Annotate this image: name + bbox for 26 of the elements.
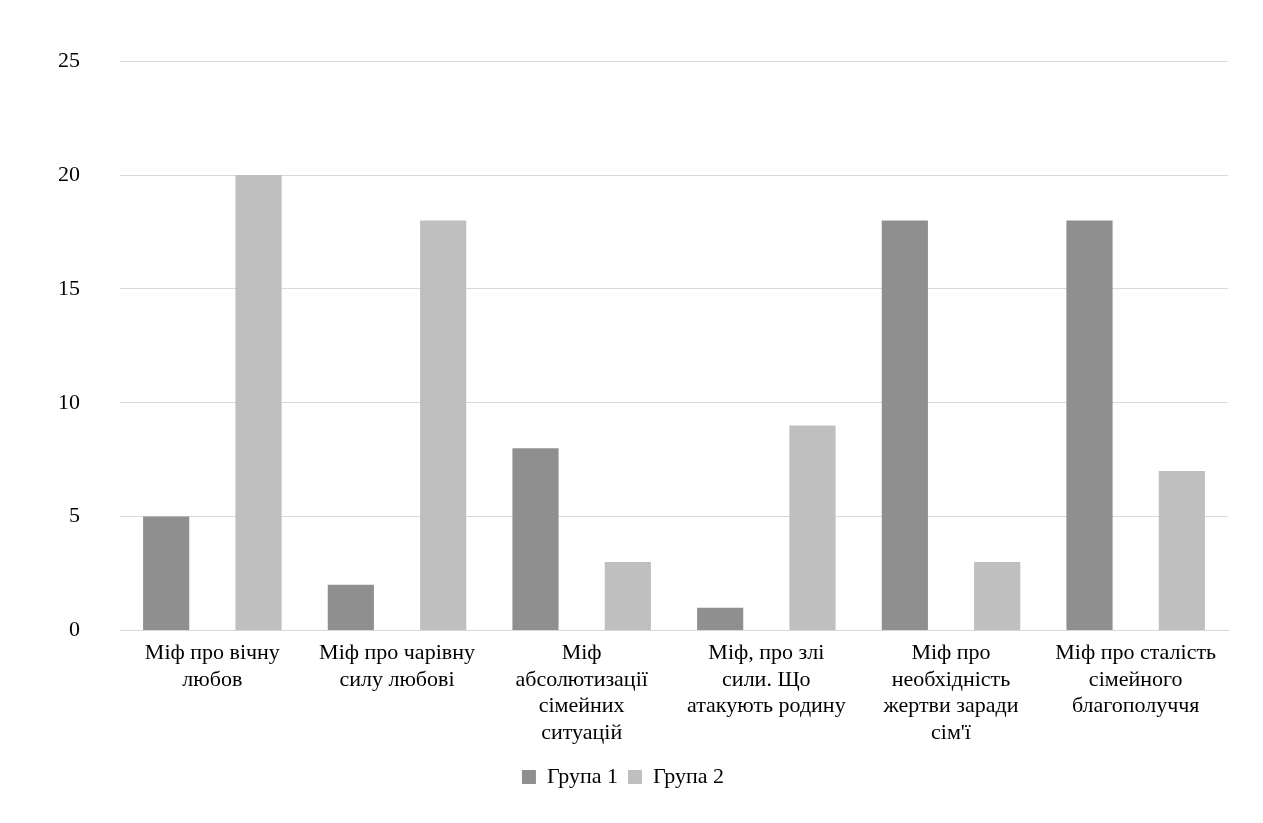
bar: [697, 607, 744, 630]
legend-label: Група 2: [653, 762, 725, 788]
x-tick-label: Міф про необхідність жертви заради сім'ї: [882, 639, 1019, 744]
y-tick-label: 15: [58, 274, 80, 300]
x-tick-label: Міф про сталість сімейного благополуччя: [1055, 639, 1217, 718]
bar: [143, 516, 190, 630]
x-tick-label: Міф, про злі сили. Що атакують родину: [687, 639, 846, 718]
bar: [420, 220, 467, 630]
bar: [235, 175, 282, 630]
y-tick-label: 5: [69, 502, 80, 528]
y-tick-label: 20: [58, 160, 80, 186]
bar: [974, 562, 1021, 630]
bar: [327, 584, 374, 630]
bar: [604, 562, 651, 630]
x-tick-label: Міф про чарівну силу любові: [319, 639, 475, 691]
bar: [1066, 220, 1113, 630]
bar: [789, 425, 836, 630]
x-tick-label: Міф про вічну любов: [144, 639, 280, 691]
y-tick-label: 25: [58, 46, 80, 72]
y-tick-label: 10: [58, 388, 80, 414]
bar: [512, 448, 559, 630]
legend-label: Група 1: [546, 762, 619, 788]
x-tick-label: Міф абсолютизації сімейних ситуацій: [515, 639, 649, 744]
y-tick-label: 0: [69, 616, 80, 642]
bar: [1158, 471, 1205, 630]
bar: [881, 220, 928, 630]
